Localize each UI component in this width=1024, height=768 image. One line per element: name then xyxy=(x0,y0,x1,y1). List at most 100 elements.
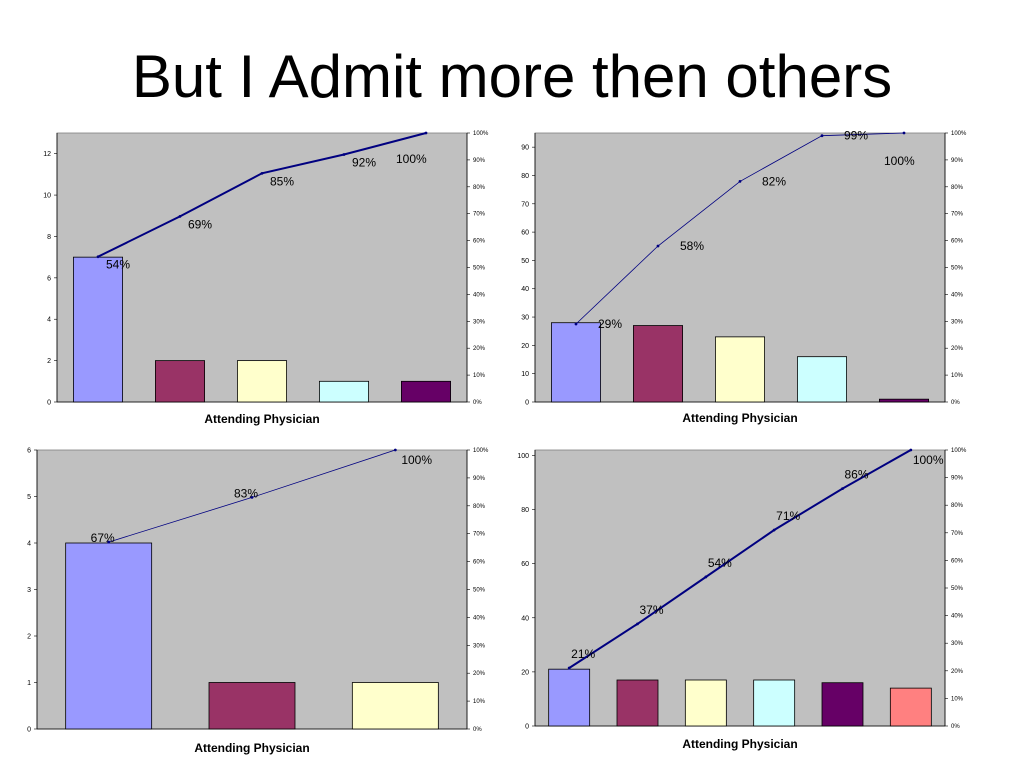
cumulative-point xyxy=(178,214,182,218)
y2-tick-label: 80% xyxy=(951,503,964,509)
cumulative-percent-label: 58% xyxy=(680,239,704,253)
y2-tick-label: 80% xyxy=(473,185,486,191)
y2-tick-label: 90% xyxy=(473,476,486,482)
y2-tick-label: 20% xyxy=(951,346,964,352)
x-axis-label: Attending Physician xyxy=(194,741,310,755)
cumulative-percent-label: 100% xyxy=(913,453,944,467)
bar xyxy=(551,322,602,403)
y2-tick-label: 60% xyxy=(951,239,964,245)
y2-tick-label: 0% xyxy=(473,727,482,733)
bar xyxy=(684,679,727,727)
bar xyxy=(889,687,932,727)
y2-tick-label: 50% xyxy=(473,266,486,272)
y-tick-label: 70 xyxy=(521,201,529,208)
cumulative-point xyxy=(107,540,111,544)
y-tick-label: 80 xyxy=(521,507,529,514)
y2-tick-label: 100% xyxy=(951,448,967,454)
bar xyxy=(208,682,296,730)
y-tick-label: 100 xyxy=(517,453,529,460)
y2-tick-label: 60% xyxy=(473,560,486,566)
cumulative-percent-label: 29% xyxy=(598,317,622,331)
chart-svg: 0 10 20 30 40 50 60 70 80 90 0% 10% 20% 30% 40% 50% 60% 7… xyxy=(521,129,967,407)
cumulative-percent-label: 54% xyxy=(708,556,732,570)
cumulative-point xyxy=(574,322,578,326)
cumulative-percent-label: 100% xyxy=(884,154,915,168)
cumulative-percent-label: 67% xyxy=(91,531,115,545)
cumulative-point xyxy=(704,575,708,579)
y-tick-label: 10 xyxy=(521,371,529,378)
plot-area xyxy=(56,132,468,403)
cumulative-percent-label: 69% xyxy=(188,217,212,231)
pareto-chart-top-right: 0 10 20 30 40 50 60 70 80 90 0% 10% 20% 30% 40% 50% 60% 7… xyxy=(510,125,1024,430)
cumulative-percent-label: 100% xyxy=(396,152,427,166)
y2-tick-label: 50% xyxy=(473,588,486,594)
y2-tick-label: 100% xyxy=(473,448,489,454)
y-tick-label: 0 xyxy=(47,400,51,407)
y2-tick-label: 70% xyxy=(951,212,964,218)
y-tick-label: 3 xyxy=(27,587,31,594)
y2-tick-label: 10% xyxy=(473,699,486,705)
cumulative-point xyxy=(902,131,906,135)
y-tick-label: 20 xyxy=(521,669,529,676)
y-tick-label: 8 xyxy=(47,234,51,241)
y-tick-label: 20 xyxy=(521,343,529,350)
x-axis-label: Attending Physician xyxy=(682,411,798,425)
bar xyxy=(548,668,591,727)
chart-svg: 01234560%10%20%30%40%50%60%70%80%90%100%… xyxy=(27,448,489,734)
cumulative-percent-label: 85% xyxy=(270,174,294,188)
cumulative-percent-label: 83% xyxy=(234,486,258,500)
cumulative-point xyxy=(96,255,100,259)
bar xyxy=(714,336,765,403)
y-tick-label: 2 xyxy=(27,634,31,641)
x-axis-label: Attending Physician xyxy=(682,737,798,751)
y-tick-label: 6 xyxy=(27,448,31,455)
y-tick-label: 12 xyxy=(43,151,51,158)
cumulative-point xyxy=(250,496,254,499)
cumulative-point xyxy=(841,487,844,491)
cumulative-percent-label: 86% xyxy=(845,468,869,482)
y-tick-label: 6 xyxy=(47,275,51,282)
cumulative-point xyxy=(909,448,913,452)
x-axis-label: Attending Physician xyxy=(204,412,320,426)
slide-title: But I Admit more then others xyxy=(131,43,893,110)
pareto-chart-bottom-right: 0 20 40 60 80 100 0% 10% 20% 30% 40% 50% 60% 70% 80% 90… xyxy=(510,440,1024,768)
y2-tick-label: 100% xyxy=(951,131,967,137)
cumulative-line xyxy=(568,449,912,669)
y2-tick-label: 40% xyxy=(473,615,486,621)
y2-tick-label: 50% xyxy=(951,586,964,592)
bar xyxy=(796,356,847,403)
y2-tick-label: 40% xyxy=(951,292,964,298)
cumulative-percent-label: 92% xyxy=(352,156,376,170)
bar xyxy=(616,679,659,727)
y2-tick-label: 50% xyxy=(951,266,964,272)
bar xyxy=(400,380,451,403)
y2-tick-label: 0% xyxy=(473,400,482,406)
y2-tick-label: 30% xyxy=(473,319,486,325)
cumulative-point xyxy=(636,622,639,626)
y-tick-label: 80 xyxy=(521,173,529,180)
y-tick-label: 5 xyxy=(27,494,31,501)
y2-tick-label: 90% xyxy=(951,158,964,164)
cumulative-point xyxy=(820,134,824,138)
y-tick-label: 60 xyxy=(521,561,529,568)
cumulative-percent-label: 82% xyxy=(762,174,786,188)
y-tick-label: 4 xyxy=(27,541,31,548)
y2-tick-label: 30% xyxy=(951,319,964,325)
y-tick-label: 40 xyxy=(521,615,529,622)
plot-area xyxy=(534,449,946,727)
y2-tick-label: 20% xyxy=(951,669,964,675)
y-tick-label: 50 xyxy=(521,258,529,265)
cumulative-point xyxy=(656,244,660,248)
y2-tick-label: 60% xyxy=(473,239,486,245)
bar xyxy=(236,360,287,403)
bar xyxy=(154,360,205,403)
y2-tick-label: 20% xyxy=(473,346,486,352)
chart-svg: 0 2 4 6 8 10 12 0% 10% 20% 30% 40% 50% 60% 70% 80% 90% 10… xyxy=(43,131,489,407)
y2-tick-label: 70% xyxy=(473,532,486,538)
y-tick-label: 30 xyxy=(521,315,529,322)
y2-tick-label: 90% xyxy=(951,476,964,482)
cumulative-point xyxy=(393,448,397,452)
y2-tick-label: 70% xyxy=(473,212,486,218)
y2-tick-label: 10% xyxy=(951,696,964,702)
y2-tick-label: 70% xyxy=(951,531,964,537)
